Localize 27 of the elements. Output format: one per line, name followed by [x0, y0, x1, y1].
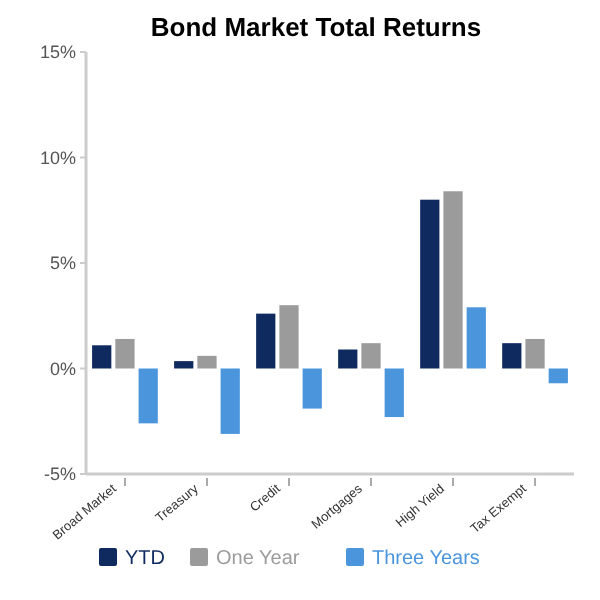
- bar: [361, 343, 381, 369]
- legend-label: One Year: [216, 548, 301, 570]
- bar: [256, 313, 276, 369]
- bar: [279, 305, 299, 369]
- y-tick-label: 10%: [39, 147, 76, 168]
- bar: [174, 361, 194, 369]
- bar: [525, 338, 545, 369]
- bar: [220, 368, 240, 434]
- y-tick-label: 0%: [49, 358, 76, 379]
- chart-title: Bond Market Total Returns: [150, 12, 482, 42]
- bar: [115, 338, 135, 369]
- bar: [197, 355, 217, 369]
- bar: [302, 368, 322, 409]
- bar: [384, 368, 404, 418]
- legend-label: YTD: [125, 548, 165, 570]
- y-tick-label: -5%: [43, 464, 76, 485]
- bar: [92, 345, 112, 369]
- bar: [443, 191, 463, 369]
- bar: [502, 343, 522, 369]
- bar: [466, 307, 486, 369]
- y-tick-label: 15%: [39, 42, 76, 63]
- bar: [338, 349, 358, 369]
- legend-label: Three Years: [372, 548, 480, 570]
- bar: [420, 199, 440, 369]
- bar: [548, 368, 568, 384]
- bar: [138, 368, 158, 424]
- y-tick-label: 5%: [49, 253, 76, 274]
